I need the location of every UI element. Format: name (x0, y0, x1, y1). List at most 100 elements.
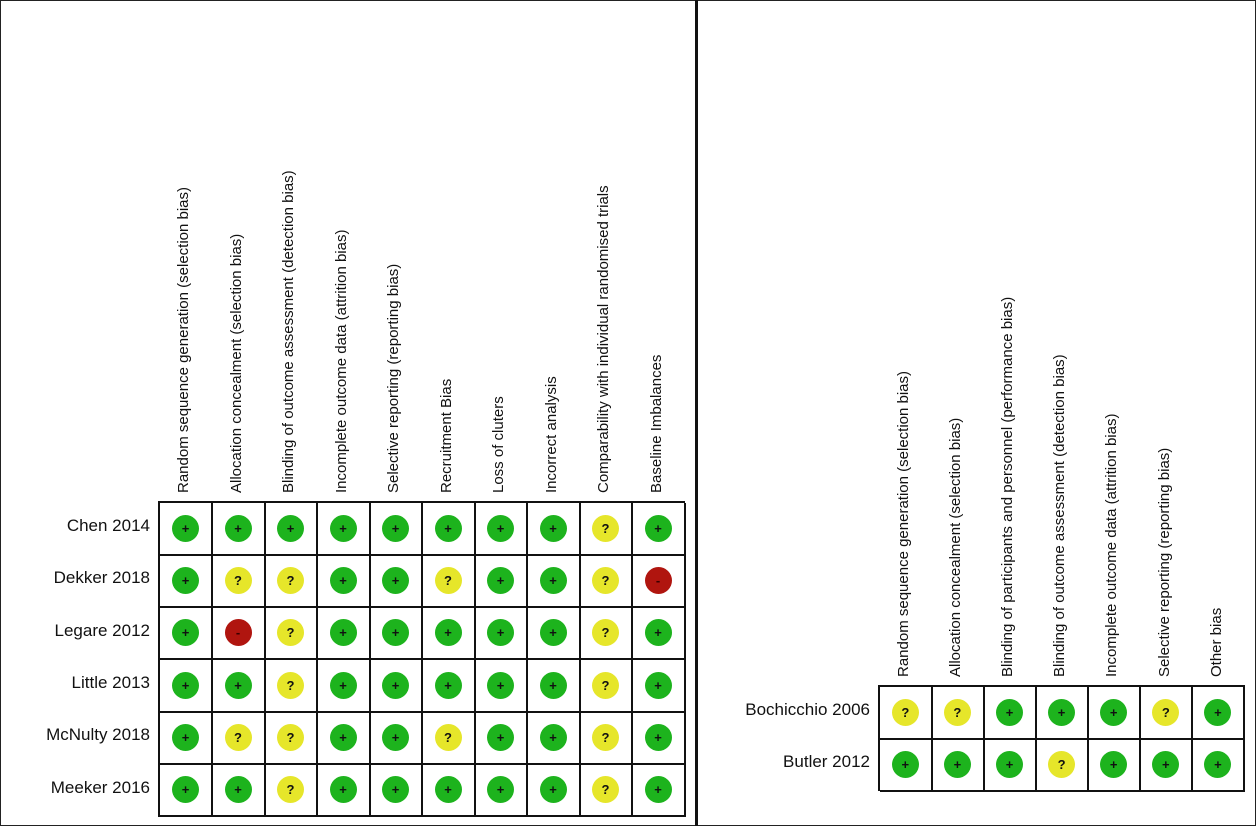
rating-grid: ?? + + +? + + + +? + + + (878, 685, 1246, 792)
risk-low-icon: + (172, 619, 199, 647)
rating-cell: + (632, 607, 686, 661)
rating-cell: + (160, 555, 213, 609)
risk-high-icon: - (644, 567, 672, 595)
risk-low-icon: + (382, 671, 409, 699)
rating-cell: + (475, 764, 528, 818)
risk-low-icon: + (329, 671, 357, 699)
risk-low-icon: + (329, 776, 357, 804)
rating-cell: + (370, 607, 423, 661)
risk-unclear-icon: ? (277, 619, 304, 647)
risk-unclear-icon: ? (434, 567, 462, 595)
risk-low-icon: + (434, 514, 462, 542)
risk-low-icon: + (329, 724, 357, 752)
rating-cell: ? (422, 712, 476, 765)
rating-cell: + (160, 712, 213, 765)
rating-cell: + (632, 659, 686, 713)
rating-cell: + (422, 607, 476, 661)
rating-cell: ? (265, 764, 318, 818)
risk-unclear-icon: ? (224, 724, 252, 752)
risk-low-icon: + (172, 776, 199, 804)
risk-low-icon: + (172, 567, 199, 595)
rating-cell: ? (932, 687, 985, 740)
rating-cell: + (1088, 687, 1141, 740)
rating-cell: + (527, 764, 581, 818)
rating-cell: + (160, 607, 213, 661)
risk-low-icon: + (172, 514, 199, 542)
rating-cell: + (527, 607, 581, 661)
risk-low-icon: + (487, 724, 514, 752)
rating-cell: + (632, 764, 686, 818)
risk-low-icon: + (943, 750, 971, 778)
risk-unclear-icon: ? (943, 698, 971, 726)
rating-cell: + (1088, 739, 1141, 792)
rating-cell: + (422, 764, 476, 818)
column-header-label: Allocation concealment (selection bias) (947, 417, 965, 677)
risk-unclear-icon: ? (592, 776, 619, 804)
risk-unclear-icon: ? (1152, 698, 1180, 726)
risk-low-icon: + (539, 619, 567, 647)
rating-cell: + (370, 712, 423, 765)
rating-cell: + (1192, 687, 1246, 740)
rating-cell: + (370, 503, 423, 556)
rating-cell: + (475, 712, 528, 765)
risk-low-icon: + (434, 619, 462, 647)
rating-cell: + (212, 764, 266, 818)
rating-cell: + (632, 712, 686, 765)
rating-cell: + (422, 659, 476, 713)
study-label: McNulty 2018 (46, 725, 150, 745)
rating-cell: + (527, 659, 581, 713)
rating-cell: + (1140, 739, 1194, 792)
risk-low-icon: + (539, 776, 567, 804)
rating-cell: - (632, 555, 686, 609)
risk-low-icon: + (172, 671, 199, 699)
study-label: Legare 2012 (54, 620, 150, 640)
study-label: Little 2013 (71, 673, 150, 693)
risk-low-icon: + (644, 776, 672, 804)
rating-cell: + (212, 659, 266, 713)
study-label: Bochicchio 2006 (745, 700, 870, 719)
rating-cell: + (984, 739, 1037, 792)
rating-cell: ? (1140, 687, 1194, 740)
risk-low-icon: + (1152, 750, 1180, 778)
risk-unclear-icon: ? (434, 724, 462, 752)
rating-cell: ? (212, 712, 266, 765)
risk-unclear-icon: ? (277, 671, 304, 699)
rating-cell: ? (580, 503, 633, 556)
rating-cell: + (527, 555, 581, 609)
study-label: Chen 2014 (66, 516, 150, 536)
risk-low-icon: + (891, 750, 919, 778)
risk-unclear-icon: ? (592, 619, 619, 647)
rating-cell: + (1036, 687, 1089, 740)
risk-low-icon: + (329, 567, 357, 595)
column-header-label: Blinding of participants and personnel (… (999, 296, 1017, 677)
rating-cell: ? (880, 687, 933, 740)
column-header-label: Blinding of outcome assessment (detectio… (1051, 354, 1069, 677)
rating-cell: + (475, 503, 528, 556)
risk-unclear-icon: ? (1048, 750, 1076, 778)
rating-cell: + (265, 503, 318, 556)
rating-cell: ? (580, 659, 633, 713)
rating-cell: + (160, 659, 213, 713)
rating-cell: ? (580, 712, 633, 765)
rating-cell: + (475, 659, 528, 713)
rating-cell: ? (1036, 739, 1089, 792)
study-label: Butler 2012 (783, 752, 870, 771)
risk-low-icon: + (224, 671, 252, 699)
risk-low-icon: + (644, 671, 672, 699)
rating-cell: + (880, 739, 933, 792)
risk-unclear-icon: ? (592, 514, 619, 542)
column-header-label: Random sequence generation (selection bi… (895, 370, 913, 677)
risk-low-icon: + (487, 567, 514, 595)
rating-cell: ? (212, 555, 266, 609)
risk-low-icon: + (487, 619, 514, 647)
rating-cell: ? (265, 712, 318, 765)
risk-low-icon: + (1204, 750, 1232, 778)
rating-cell: + (632, 503, 686, 556)
risk-low-icon: + (1048, 698, 1076, 726)
rating-cell: + (370, 555, 423, 609)
risk-low-icon: + (995, 698, 1023, 726)
rating-cell: ? (265, 555, 318, 609)
rating-cell: + (527, 503, 581, 556)
